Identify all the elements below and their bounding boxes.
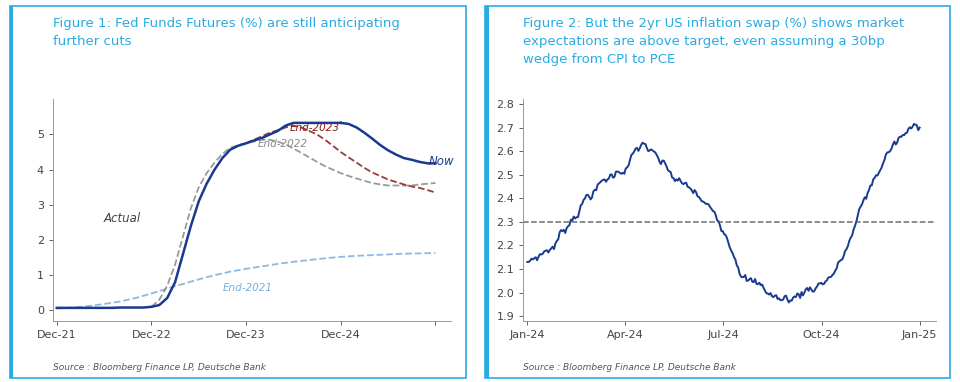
Text: End-2022: End-2022 (258, 139, 308, 149)
Text: Actual: Actual (104, 212, 141, 225)
Text: Source : Bloomberg Finance LP, Deutsche Bank: Source : Bloomberg Finance LP, Deutsche … (523, 363, 736, 372)
Text: Figure 1: Fed Funds Futures (%) are still anticipating
further cuts: Figure 1: Fed Funds Futures (%) are stil… (53, 17, 399, 48)
Text: End-2021: End-2021 (223, 283, 273, 293)
Text: Figure 2: But the 2yr US inflation swap (%) shows market
expectations are above : Figure 2: But the 2yr US inflation swap … (523, 17, 904, 66)
Text: End-2023: End-2023 (290, 123, 340, 133)
Text: Source : Bloomberg Finance LP, Deutsche Bank: Source : Bloomberg Finance LP, Deutsche … (53, 363, 266, 372)
Text: Now: Now (429, 155, 455, 168)
